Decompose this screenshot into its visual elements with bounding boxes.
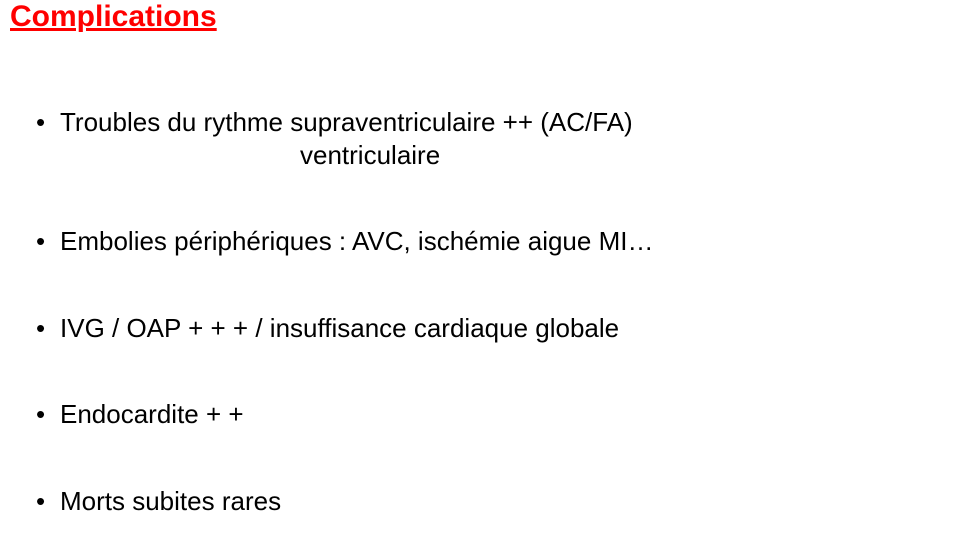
item-text: Endocardite + + xyxy=(60,399,244,429)
list-item: IVG / OAP + + + / insuffisance cardiaque… xyxy=(60,312,950,345)
slide: Complications Troubles du rythme suprave… xyxy=(0,0,960,540)
list-item: Troubles du rythme supraventriculaire ++… xyxy=(60,106,950,171)
item-text: Troubles du rythme supraventriculaire ++… xyxy=(60,107,633,137)
item-subtext: ventriculaire xyxy=(60,139,950,172)
slide-title: Complications xyxy=(10,0,950,34)
item-text: Morts subites rares xyxy=(60,486,281,516)
list-item: Endocardite + + xyxy=(60,398,950,431)
list-item: Morts subites rares xyxy=(60,485,950,518)
bullet-list: Troubles du rythme supraventriculaire ++… xyxy=(10,106,950,517)
list-item: Embolies périphériques : AVC, ischémie a… xyxy=(60,225,950,258)
item-text: Embolies périphériques : AVC, ischémie a… xyxy=(60,226,653,256)
item-text: IVG / OAP + + + / insuffisance cardiaque… xyxy=(60,313,619,343)
